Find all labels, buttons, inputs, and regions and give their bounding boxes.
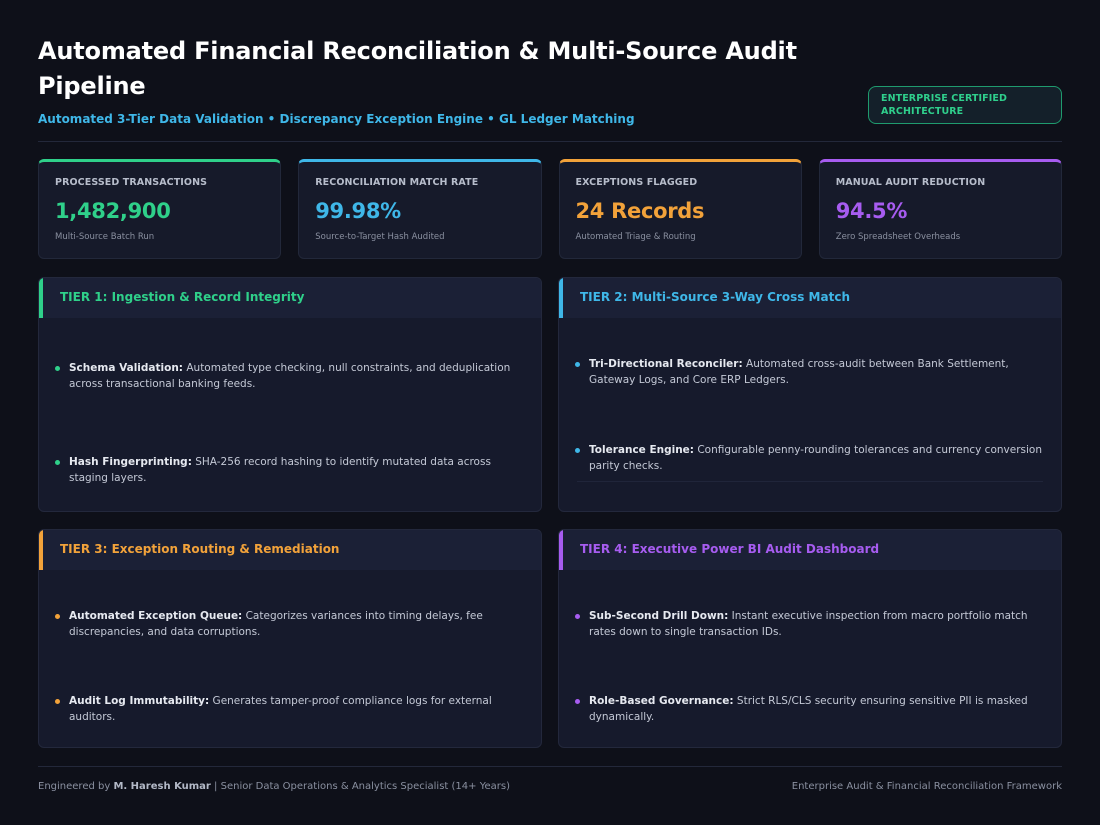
- kpi-caption: Source-to-Target Hash Audited: [315, 232, 445, 242]
- tier-item: Sub-Second Drill Down: Instant executive…: [575, 609, 1043, 640]
- footer-divider: [38, 766, 1062, 767]
- tier-item-term: Schema Validation:: [69, 362, 184, 374]
- kpi-label: RECONCILIATION MATCH RATE: [315, 177, 479, 188]
- kpi-label: EXCEPTIONS FLAGGED: [575, 177, 698, 188]
- bullet-icon: [575, 699, 580, 704]
- tier-item-text: Configurable penny-rounding tolerances a…: [589, 444, 1042, 472]
- tier-card-1: TIER 1: Ingestion & Record Integrity Sch…: [38, 277, 542, 512]
- tier-item: Automated Exception Queue: Categorizes v…: [55, 609, 523, 640]
- tier-card-4: TIER 4: Executive Power BI Audit Dashboa…: [558, 529, 1062, 748]
- bullet-icon: [55, 614, 60, 619]
- kpi-card-manual-audit-reduction: MANUAL AUDIT REDUCTION 94.5% Zero Spread…: [818, 159, 1062, 259]
- tier-item-term: Tolerance Engine:: [589, 444, 694, 456]
- tier-item-term: Sub-Second Drill Down:: [589, 610, 729, 622]
- tier-item-term: Audit Log Immutability:: [69, 695, 210, 707]
- footer-credit: Engineered by M. Haresh Kumar | Senior D…: [38, 781, 510, 792]
- bullet-icon: [575, 362, 580, 367]
- tier-item: Hash Fingerprinting: SHA-256 record hash…: [55, 455, 523, 486]
- kpi-caption: Zero Spreadsheet Overheads: [835, 232, 961, 242]
- tier-item: Role-Based Governance: Strict RLS/CLS se…: [575, 694, 1043, 725]
- kpi-value: 94.5%: [835, 199, 908, 223]
- kpi-value: 1,482,900: [55, 199, 171, 223]
- tier-item: Tri-Directional Reconciler: Automated cr…: [575, 357, 1043, 388]
- bullet-icon: [55, 366, 60, 371]
- kpi-caption: Automated Triage & Routing: [575, 232, 696, 242]
- tier-card-3: TIER 3: Exception Routing & Remediation …: [38, 529, 542, 748]
- page-title: Automated Financial Reconciliation & Mul…: [38, 37, 797, 100]
- tier-item: Tolerance Engine: Configurable penny-rou…: [575, 443, 1043, 474]
- kpi-card-processed-transactions: PROCESSED TRANSACTIONS 1,482,900 Multi-S…: [38, 159, 282, 259]
- tier-divider: [577, 481, 1043, 482]
- tier-item-term: Hash Fingerprinting:: [69, 456, 192, 468]
- kpi-row: PROCESSED TRANSACTIONS 1,482,900 Multi-S…: [38, 159, 1062, 259]
- header: Automated Financial Reconciliation & Mul…: [38, 34, 798, 126]
- tier-item-text: Instant executive inspection from macro …: [589, 610, 1028, 638]
- tier-title: TIER 2: Multi-Source 3-Way Cross Match: [559, 278, 1061, 318]
- tier-card-2: TIER 2: Multi-Source 3-Way Cross Match T…: [558, 277, 1062, 512]
- certified-badge: ENTERPRISE CERTIFIED ARCHITECTURE: [868, 86, 1062, 124]
- tier-title: TIER 3: Exception Routing & Remediation: [39, 530, 541, 570]
- header-divider: [38, 141, 1062, 142]
- kpi-label: PROCESSED TRANSACTIONS: [55, 177, 208, 188]
- tier-item-text: Strict RLS/CLS security ensuring sensiti…: [589, 695, 1028, 723]
- author-name: M. Haresh Kumar: [113, 781, 211, 792]
- tier-item-term: Role-Based Governance:: [589, 695, 734, 707]
- kpi-value: 24 Records: [575, 199, 705, 223]
- page-subtitle: Automated 3-Tier Data Validation • Discr…: [38, 112, 635, 126]
- kpi-card-match-rate: RECONCILIATION MATCH RATE 99.98% Source-…: [298, 159, 542, 259]
- tier-item-text: SHA-256 record hashing to identify mutat…: [69, 456, 491, 484]
- footer-framework: Enterprise Audit & Financial Reconciliat…: [791, 781, 1062, 792]
- footer-prefix: Engineered by: [38, 781, 114, 792]
- tier-title: TIER 4: Executive Power BI Audit Dashboa…: [559, 530, 1061, 570]
- tier-item-term: Automated Exception Queue:: [69, 610, 243, 622]
- kpi-label: MANUAL AUDIT REDUCTION: [835, 177, 986, 188]
- tier-item: Audit Log Immutability: Generates tamper…: [55, 694, 523, 725]
- kpi-card-exceptions-flagged: EXCEPTIONS FLAGGED 24 Records Automated …: [558, 159, 802, 259]
- kpi-caption: Multi-Source Batch Run: [55, 232, 155, 242]
- tier-item: Schema Validation: Automated type checki…: [55, 361, 523, 392]
- tier-item-text: Generates tamper-proof compliance logs f…: [69, 695, 492, 723]
- footer-suffix: | Senior Data Operations & Analytics Spe…: [210, 781, 510, 792]
- kpi-value: 99.98%: [315, 199, 401, 223]
- bullet-icon: [575, 448, 580, 453]
- bullet-icon: [575, 614, 580, 619]
- tier-item-text: Categorizes variances into timing delays…: [69, 610, 483, 638]
- bullet-icon: [55, 460, 60, 465]
- tier-item-term: Tri-Directional Reconciler:: [589, 358, 743, 370]
- tier-title: TIER 1: Ingestion & Record Integrity: [39, 278, 541, 318]
- bullet-icon: [55, 699, 60, 704]
- tier-item-text: Automated type checking, null constraint…: [69, 362, 511, 390]
- tier-item-text: Automated cross-audit between Bank Settl…: [589, 358, 1009, 386]
